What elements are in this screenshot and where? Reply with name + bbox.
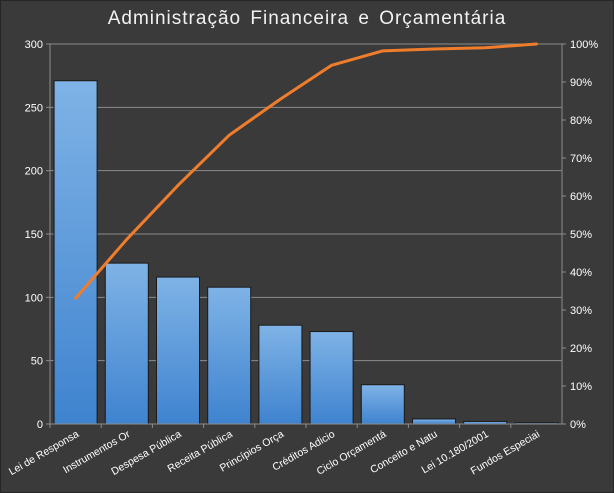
y2-tick-label: 60%	[570, 191, 592, 203]
y2-tick-label: 90%	[570, 77, 592, 89]
y2-tick-label: 10%	[570, 381, 592, 393]
y-tick-label: 50	[31, 356, 43, 368]
bar	[411, 418, 457, 425]
y2-tick-label: 40%	[570, 267, 592, 279]
bar	[207, 286, 252, 425]
bar	[360, 384, 405, 425]
bar	[53, 80, 98, 425]
y-tick-label: 250	[25, 102, 43, 114]
y2-tick-label: 50%	[570, 229, 592, 241]
y2-tick-label: 70%	[570, 153, 592, 165]
y2-tick-label: 100%	[570, 39, 598, 51]
bar	[309, 331, 354, 425]
bar	[155, 276, 201, 425]
y-tick-label: 0	[37, 419, 43, 431]
bar-series	[53, 80, 559, 425]
y2-tick-label: 30%	[570, 305, 592, 317]
bar	[104, 262, 149, 425]
chart-title: Administração Financeira e Orçamentária	[107, 8, 507, 29]
y-tick-label: 100	[25, 292, 43, 304]
y-tick-label: 200	[25, 166, 43, 178]
bar	[258, 324, 303, 425]
y-tick-label: 150	[25, 229, 43, 241]
cumulative-line-series	[74, 42, 538, 300]
y-tick-label: 300	[25, 39, 43, 51]
y2-tick-label: 80%	[570, 115, 592, 127]
y2-tick-label: 20%	[570, 343, 592, 355]
cumulative-line	[74, 42, 538, 300]
y2-tick-label: 0%	[570, 419, 586, 431]
